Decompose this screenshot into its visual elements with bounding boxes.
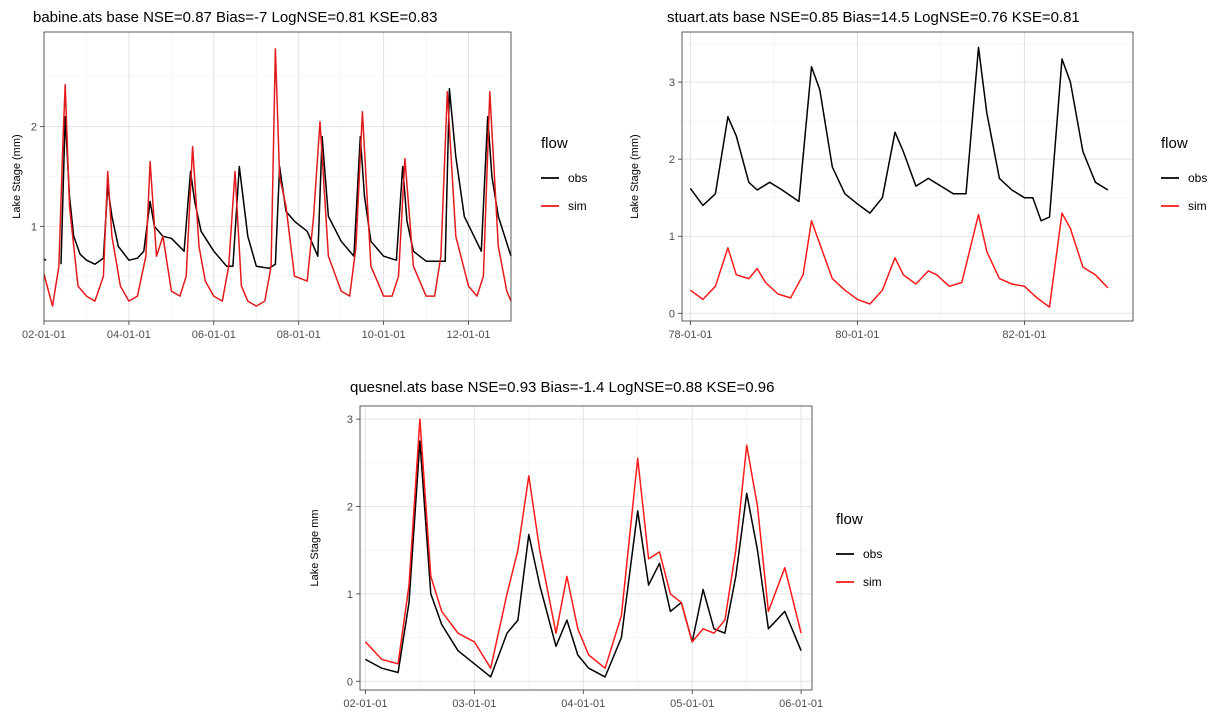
legend-label-obs: obs <box>1188 171 1207 185</box>
legend-title: flow <box>1161 135 1188 152</box>
x-tick-label: 03-01-01 <box>452 698 496 710</box>
x-tick-label: 02-01-01 <box>343 698 387 710</box>
x-tick-label: 05-01-01 <box>670 698 714 710</box>
y-tick-label: 3 <box>347 414 353 426</box>
chart-quesnel-svg: 02-01-01 03-01-01 04-01-01 05-01-01 06-01-01… <box>309 379 882 710</box>
y-tick-label: 2 <box>31 122 37 134</box>
x-tick-label: 82-01-01 <box>1002 329 1046 341</box>
y-tick-label: 1 <box>669 231 675 243</box>
y-tick-label: 3 <box>669 77 675 89</box>
x-tick-label: 12-01-01 <box>447 329 491 341</box>
chart-stuart: 78-01-01 80-01-01 82-01-01 0 1 2 3 Lake Stage (… <box>620 0 1232 355</box>
legend-title: flow <box>541 135 568 152</box>
chart-title: stuart.ats base NSE=0.85 Bias=14.5 LogNS… <box>667 9 1080 26</box>
series-line-obs <box>365 440 802 678</box>
x-tick-label: 02-01-01 <box>22 329 66 341</box>
x-tick-label: 80-01-01 <box>835 329 879 341</box>
series-line-sim <box>43 48 512 307</box>
x-tick-label: 04-01-01 <box>107 329 151 341</box>
series-line-obs <box>689 46 1109 222</box>
chart-title: babine.ats base NSE=0.87 Bias=-7 LogNSE=… <box>33 9 437 26</box>
x-tick-label: 06-01-01 <box>192 329 236 341</box>
chart-stuart-svg: 78-01-01 80-01-01 82-01-01 0 1 2 3 Lake Stage (… <box>629 9 1207 341</box>
y-tick-label: 0 <box>347 676 353 688</box>
legend-title: flow <box>836 511 863 528</box>
plot-border <box>359 405 813 691</box>
plot-border <box>681 31 1134 322</box>
y-tick-label: 1 <box>31 221 37 233</box>
chart-quesnel: 02-01-01 03-01-01 04-01-01 05-01-01 06-01-01… <box>300 362 932 720</box>
series-line-sim <box>364 418 802 669</box>
legend-label-sim: sim <box>863 575 882 589</box>
legend-label-obs: obs <box>568 171 587 185</box>
plot-border <box>43 31 512 322</box>
x-tick-label: 04-01-01 <box>561 698 605 710</box>
legend-label-sim: sim <box>568 199 587 213</box>
x-tick-label: 10-01-01 <box>362 329 406 341</box>
chart-babine-svg: 02-01-01 04-01-01 06-01-01 08-01-01 10-01-01… <box>11 9 587 341</box>
chart-babine: 02-01-01 04-01-01 06-01-01 08-01-01 10-01-01… <box>0 0 620 355</box>
chart-title: quesnel.ats base NSE=0.93 Bias=-1.4 LogN… <box>350 379 774 396</box>
y-tick-label: 1 <box>347 589 353 601</box>
x-tick-label: 78-01-01 <box>668 329 712 341</box>
y-tick-label: 2 <box>347 501 353 513</box>
plot-area <box>682 32 1133 321</box>
x-tick-label: 08-01-01 <box>277 329 321 341</box>
y-tick-label: 2 <box>669 154 675 166</box>
legend-label-sim: sim <box>1188 199 1207 213</box>
y-axis-label: Lake Stage (mm) <box>11 134 23 218</box>
x-tick-label: 06-01-01 <box>779 698 823 710</box>
series-line-sim <box>689 212 1109 308</box>
y-tick-label: 0 <box>669 308 675 320</box>
y-axis-label: Lake Stage (mm) <box>629 134 641 218</box>
y-axis-label: Lake Stage mm <box>309 509 321 586</box>
legend-label-obs: obs <box>863 547 882 561</box>
